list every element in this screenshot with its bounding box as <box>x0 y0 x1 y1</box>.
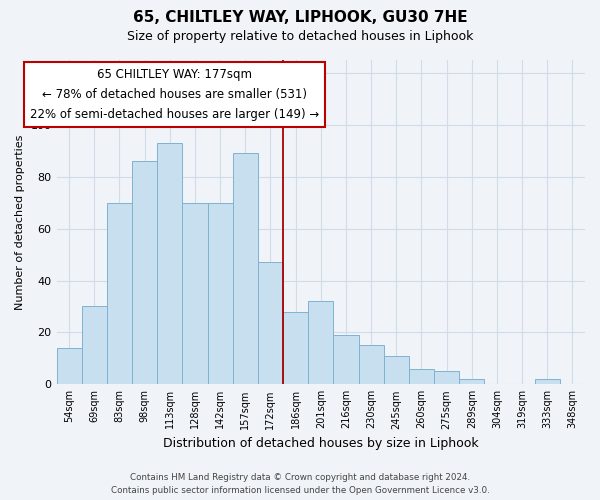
Bar <box>434 372 459 384</box>
Bar <box>283 312 308 384</box>
Bar <box>208 202 233 384</box>
Bar <box>258 262 283 384</box>
Text: 65 CHILTLEY WAY: 177sqm
← 78% of detached houses are smaller (531)
22% of semi-d: 65 CHILTLEY WAY: 177sqm ← 78% of detache… <box>30 68 319 121</box>
Bar <box>409 368 434 384</box>
Bar <box>359 346 383 385</box>
Text: Contains HM Land Registry data © Crown copyright and database right 2024.
Contai: Contains HM Land Registry data © Crown c… <box>110 473 490 495</box>
Bar <box>82 306 107 384</box>
Bar <box>182 202 208 384</box>
Bar <box>107 202 132 384</box>
Bar <box>383 356 409 384</box>
X-axis label: Distribution of detached houses by size in Liphook: Distribution of detached houses by size … <box>163 437 479 450</box>
Text: Size of property relative to detached houses in Liphook: Size of property relative to detached ho… <box>127 30 473 43</box>
Bar <box>56 348 82 385</box>
Bar <box>157 143 182 384</box>
Bar <box>233 154 258 384</box>
Bar <box>459 379 484 384</box>
Y-axis label: Number of detached properties: Number of detached properties <box>15 134 25 310</box>
Bar <box>535 379 560 384</box>
Text: 65, CHILTLEY WAY, LIPHOOK, GU30 7HE: 65, CHILTLEY WAY, LIPHOOK, GU30 7HE <box>133 10 467 25</box>
Bar <box>132 161 157 384</box>
Bar <box>308 302 334 384</box>
Bar <box>334 335 359 384</box>
